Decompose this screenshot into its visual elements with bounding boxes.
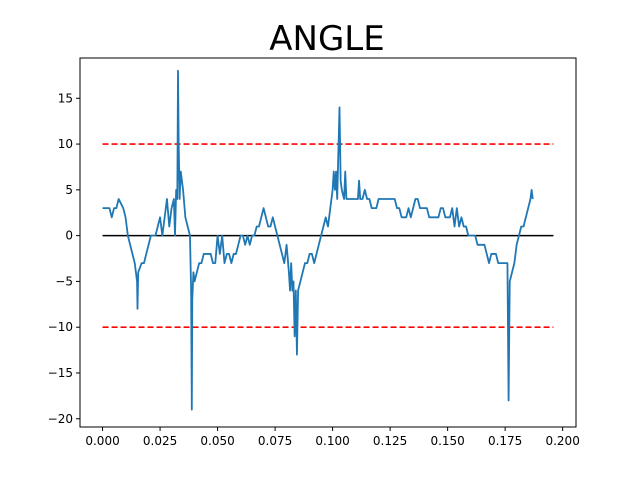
y-tick-label-3: −5 — [55, 274, 73, 288]
x-axis: 0.000 0.025 0.050 0.075 0.100 0.125 0.150 0.175… — [85, 427, 580, 448]
series-line-0 — [102, 69, 534, 411]
y-tick-label-4: 0 — [65, 229, 73, 243]
y-tick-label-7: 15 — [58, 91, 73, 105]
x-tick-label-7: 0.175 — [488, 434, 522, 448]
y-tick-label-1: −15 — [48, 366, 73, 380]
y-tick-label-5: 5 — [65, 183, 73, 197]
x-tick-label-0: 0.000 — [85, 434, 119, 448]
x-tick-label-3: 0.075 — [258, 434, 292, 448]
y-tick-label-6: 10 — [58, 137, 73, 151]
y-axis: −20 −15 −10 −5 0 5 10 15 — [48, 91, 80, 426]
x-tick-label-6: 0.150 — [430, 434, 464, 448]
y-tick-label-2: −10 — [48, 320, 73, 334]
x-tick-label-8: 0.200 — [545, 434, 579, 448]
x-tick-label-4: 0.100 — [315, 434, 349, 448]
axes-frame — [79, 57, 577, 428]
chart-title: ANGLE — [269, 19, 384, 59]
y-tick-label-0: −20 — [48, 412, 73, 426]
x-tick-label-1: 0.025 — [143, 434, 177, 448]
x-tick-label-2: 0.050 — [200, 434, 234, 448]
x-tick-label-5: 0.125 — [373, 434, 407, 448]
series-layer — [102, 69, 534, 411]
